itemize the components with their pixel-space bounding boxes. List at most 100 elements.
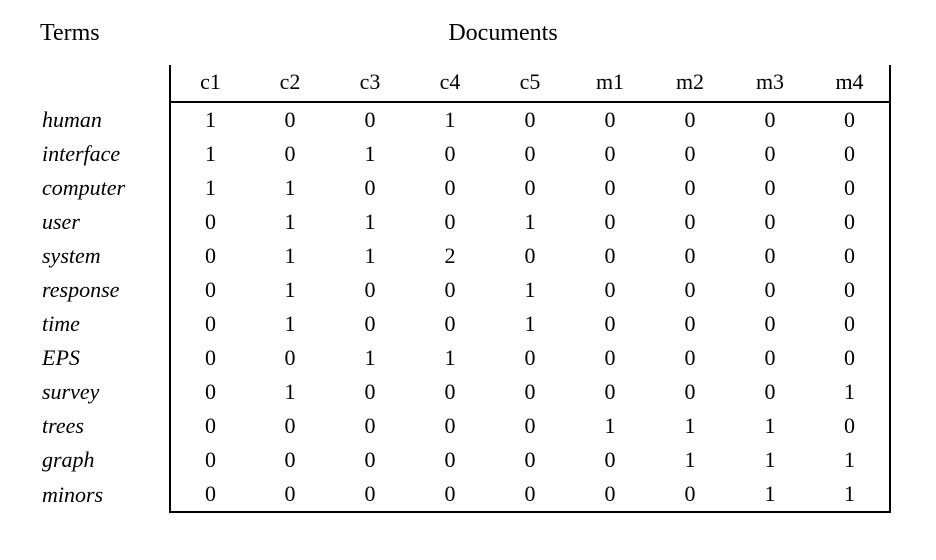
row-label: minors [40,477,170,512]
data-cell: 0 [810,273,890,307]
col-header: m3 [730,65,810,102]
data-cell: 0 [650,477,730,512]
data-cell: 0 [410,171,490,205]
col-header: c3 [330,65,410,102]
data-cell: 0 [330,375,410,409]
term-document-matrix: Terms Documents c1 c2 c3 c4 c5 m1 m2 m3 … [40,20,896,513]
data-cell: 0 [810,102,890,137]
data-cell: 1 [650,409,730,443]
row-label: graph [40,443,170,477]
data-cell: 2 [410,239,490,273]
data-cell: 1 [330,205,410,239]
data-cell: 1 [250,205,330,239]
data-cell: 1 [250,307,330,341]
table-row: time010010000 [40,307,890,341]
data-cell: 0 [250,443,330,477]
data-cell: 1 [250,273,330,307]
data-cell: 0 [490,409,570,443]
col-header: c4 [410,65,490,102]
data-cell: 0 [570,307,650,341]
data-cell: 0 [330,171,410,205]
data-cell: 0 [570,137,650,171]
data-cell: 0 [650,102,730,137]
data-cell: 1 [250,375,330,409]
table-row: minors000000011 [40,477,890,512]
data-cell: 0 [410,375,490,409]
data-cell: 0 [650,171,730,205]
data-cell: 0 [250,477,330,512]
data-cell: 0 [170,341,250,375]
data-cell: 0 [170,205,250,239]
data-cell: 0 [810,171,890,205]
data-cell: 0 [410,205,490,239]
table-row: interface101000000 [40,137,890,171]
data-cell: 0 [650,341,730,375]
data-cell: 0 [810,205,890,239]
data-cell: 0 [810,409,890,443]
matrix-table: c1 c2 c3 c4 c5 m1 m2 m3 m4 human10010000… [40,65,891,513]
data-cell: 0 [730,307,810,341]
table-row: survey010000001 [40,375,890,409]
data-cell: 0 [570,341,650,375]
data-cell: 1 [170,171,250,205]
data-cell: 0 [650,239,730,273]
data-cell: 0 [730,341,810,375]
data-cell: 0 [490,375,570,409]
data-cell: 0 [570,443,650,477]
data-cell: 0 [650,273,730,307]
row-label: EPS [40,341,170,375]
data-cell: 0 [810,341,890,375]
data-cell: 0 [330,102,410,137]
col-header: m1 [570,65,650,102]
data-cell: 0 [570,239,650,273]
data-cell: 0 [810,307,890,341]
data-cell: 0 [170,239,250,273]
data-cell: 0 [570,375,650,409]
column-header-row: c1 c2 c3 c4 c5 m1 m2 m3 m4 [40,65,890,102]
data-cell: 1 [330,341,410,375]
data-cell: 1 [250,171,330,205]
data-cell: 1 [570,409,650,443]
data-cell: 0 [730,171,810,205]
row-label: time [40,307,170,341]
row-label: system [40,239,170,273]
row-label: computer [40,171,170,205]
table-row: user011010000 [40,205,890,239]
data-cell: 0 [410,477,490,512]
data-cell: 0 [810,239,890,273]
data-cell: 0 [650,137,730,171]
data-cell: 0 [730,375,810,409]
table-row: computer110000000 [40,171,890,205]
data-cell: 0 [250,102,330,137]
data-cell: 1 [810,375,890,409]
data-cell: 1 [810,477,890,512]
data-cell: 1 [170,102,250,137]
data-cell: 0 [410,137,490,171]
data-cell: 0 [170,409,250,443]
data-cell: 0 [570,477,650,512]
data-cell: 0 [330,273,410,307]
data-cell: 0 [410,443,490,477]
data-cell: 0 [570,171,650,205]
data-cell: 0 [330,443,410,477]
data-cell: 1 [650,443,730,477]
col-header: c5 [490,65,570,102]
row-label: survey [40,375,170,409]
col-header: c1 [170,65,250,102]
data-cell: 1 [250,239,330,273]
col-header: m2 [650,65,730,102]
data-cell: 1 [490,307,570,341]
data-cell: 0 [170,375,250,409]
data-cell: 0 [330,477,410,512]
data-cell: 0 [410,409,490,443]
data-cell: 1 [330,137,410,171]
data-cell: 1 [170,137,250,171]
data-cell: 1 [490,205,570,239]
header-spacer [40,65,170,102]
table-row: system011200000 [40,239,890,273]
data-cell: 0 [490,171,570,205]
data-cell: 1 [490,273,570,307]
documents-heading: Documents [170,20,896,47]
data-cell: 0 [170,477,250,512]
data-cell: 0 [570,273,650,307]
